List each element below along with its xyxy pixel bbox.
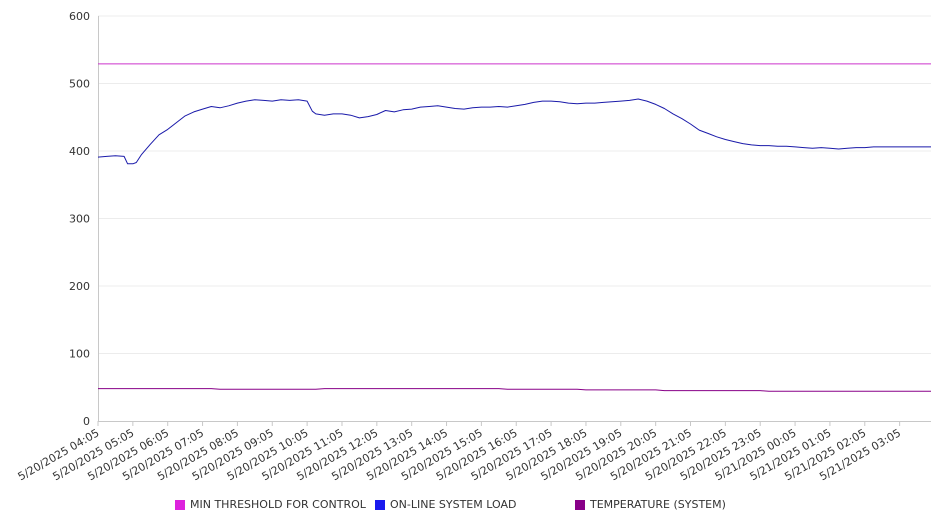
y-tick-label: 100 <box>69 348 90 361</box>
y-tick-label: 300 <box>69 213 90 226</box>
series-line-2 <box>98 388 931 392</box>
legend-swatch-temperature <box>575 499 585 510</box>
axes <box>98 16 931 422</box>
series-line-1 <box>97 98 931 165</box>
legend-label-min-threshold: MIN THRESHOLD FOR CONTROL <box>190 498 366 511</box>
legend-label-temperature: TEMPERATURE (SYSTEM) <box>590 498 726 511</box>
y-axis-ticks: 0 100 200 300 400 500 600 <box>69 10 90 428</box>
y-tick-label: 500 <box>69 78 90 91</box>
legend-item-system-load[interactable]: ON-LINE SYSTEM LOAD <box>375 498 516 511</box>
gridlines <box>98 15 931 354</box>
y-tick-label: 400 <box>69 145 90 158</box>
legend-item-temperature[interactable]: TEMPERATURE (SYSTEM) <box>575 498 726 511</box>
legend-label-system-load: ON-LINE SYSTEM LOAD <box>390 498 517 511</box>
series-lines <box>97 63 931 392</box>
legend-item-min-threshold[interactable]: MIN THRESHOLD FOR CONTROL <box>175 498 366 511</box>
legend-swatch-min-threshold <box>175 499 185 510</box>
y-tick-label: 200 <box>69 280 90 293</box>
legend-swatch-system-load <box>375 499 385 510</box>
x-axis-ticks: 5/20/2025 04:055/20/2025 05:055/20/2025 … <box>16 421 903 483</box>
y-tick-label: 0 <box>83 415 90 428</box>
y-tick-label: 600 <box>69 10 90 23</box>
